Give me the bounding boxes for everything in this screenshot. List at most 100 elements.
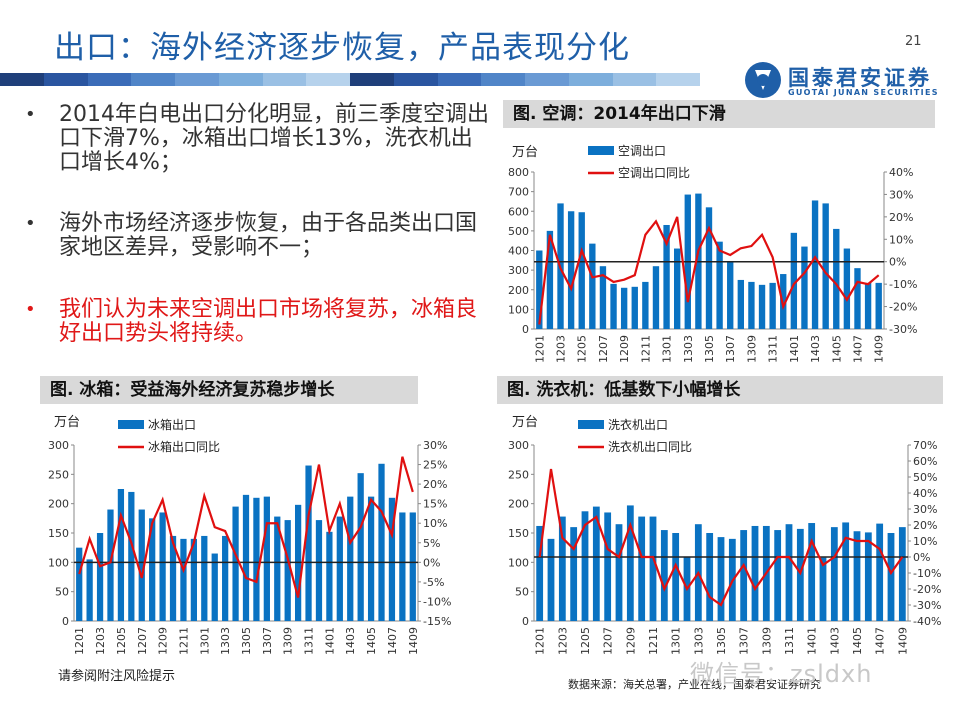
right-tick-label: 10% (889, 233, 913, 246)
bar-1204 (570, 527, 578, 621)
bar-1212 (652, 266, 660, 329)
bar-1209 (159, 512, 166, 621)
bar-1202 (86, 559, 93, 621)
bar-1408 (887, 533, 895, 621)
left-tick-label: 100 (48, 556, 69, 569)
bar-1211 (649, 516, 657, 621)
x-tick-label: 1201 (534, 627, 547, 655)
bar-1309 (748, 281, 755, 329)
x-tick-label: 1409 (407, 627, 420, 655)
bar-1202 (546, 230, 554, 329)
header-strip-segment (568, 73, 613, 86)
bar-1309 (284, 520, 291, 621)
chart-title: 图. 冰箱：受益海外经济复苏稳步增长 (40, 376, 418, 404)
header-color-strip (0, 73, 700, 86)
left-tick-label: 0 (522, 615, 529, 628)
bar-1206 (589, 243, 596, 329)
x-tick-label: 1403 (828, 627, 841, 655)
bar-1406 (864, 532, 872, 621)
bar-1201 (76, 547, 83, 621)
page-number: 21 (905, 34, 922, 49)
bar-1311 (305, 465, 312, 621)
x-tick-label: 1407 (874, 627, 887, 655)
x-tick-label: 1207 (136, 627, 149, 655)
bar-1209 (626, 505, 634, 621)
left-tick-label: 500 (508, 225, 529, 238)
bar-1404 (822, 203, 829, 329)
bar-1205 (581, 511, 589, 621)
bar-1403 (830, 527, 838, 621)
x-tick-label: 1405 (830, 335, 843, 363)
bar-1308 (274, 516, 281, 621)
header-strip-segment (525, 73, 569, 86)
bar-1202 (547, 538, 555, 621)
x-tick-label: 1403 (809, 335, 822, 363)
left-tick-label: 300 (508, 439, 529, 452)
right-tick-label: -20% (889, 301, 917, 314)
left-tick-label: 600 (508, 205, 529, 218)
left-tick-label: 250 (508, 468, 529, 481)
yoy-series-line (538, 216, 880, 325)
logo-english-name: GUOTAI JUNAN SECURITIES (788, 88, 939, 97)
right-tick-label: -10% (889, 278, 917, 291)
bar-1301 (672, 533, 680, 621)
x-tick-label: 1203 (94, 627, 107, 655)
bullet-text: 2014年白电出口分化明显，前三季度空调出口下滑7%，冰箱出口增长13%，洗衣机… (59, 102, 489, 175)
chart-washer: 图. 洗衣机：低基数下小幅增长 (497, 376, 943, 404)
legend-bar-label: 冰箱出口 (148, 417, 196, 432)
bar-1402 (819, 557, 827, 621)
yoy-series-line (78, 456, 414, 598)
bar-1203 (96, 533, 104, 621)
bar-1408 (399, 512, 406, 621)
left-tick-label: 250 (48, 468, 69, 481)
right-tick-label: 20% (423, 478, 447, 491)
legend-line-label: 空调出口同比 (618, 166, 690, 180)
left-tick-label: 50 (515, 586, 529, 599)
bar-1405 (833, 228, 840, 329)
legend-bar-label: 洗衣机出口 (608, 417, 668, 432)
bar-1211 (180, 538, 187, 621)
bar-1403 (811, 200, 819, 329)
right-tick-label: 20% (889, 211, 913, 224)
right-tick-label: 30% (913, 503, 937, 516)
bar-1308 (737, 279, 744, 329)
bar-1311 (785, 524, 793, 621)
right-tick-label: 0% (423, 556, 440, 569)
left-tick-label: 150 (508, 527, 529, 540)
x-tick-label: 1301 (670, 627, 683, 655)
left-tick-label: 150 (48, 527, 69, 540)
bar-1301 (663, 224, 670, 329)
bar-1401 (808, 523, 816, 621)
bar-1406 (843, 248, 851, 329)
x-tick-label: 1303 (692, 627, 705, 655)
x-tick-label: 1401 (788, 335, 801, 363)
x-tick-label: 1407 (386, 627, 399, 655)
bar-1310 (774, 530, 782, 621)
left-tick-label: 300 (48, 439, 69, 452)
bar-1210 (169, 535, 177, 621)
bar-1409 (409, 512, 416, 621)
right-tick-label: 10% (913, 535, 937, 548)
x-tick-label: 1209 (624, 627, 637, 655)
bar-1206 (128, 491, 135, 621)
left-tick-label: 0 (522, 323, 529, 336)
left-tick-label: 100 (508, 556, 529, 569)
right-tick-label: 5% (423, 537, 440, 550)
bar-1208 (610, 283, 617, 329)
right-tick-label: -30% (913, 599, 941, 612)
bar-1306 (253, 497, 260, 621)
right-tick-label: 15% (423, 498, 447, 511)
bar-1210 (631, 286, 638, 329)
bar-1210 (638, 516, 646, 621)
x-tick-label: 1203 (556, 627, 569, 655)
x-tick-label: 1307 (261, 627, 274, 655)
bar-1302 (674, 248, 681, 329)
header-strip-segment (656, 73, 700, 86)
bar-1305 (242, 494, 250, 621)
chart-title: 图. 空调：2014年出口下滑 (503, 100, 935, 128)
chart-fridge: 图. 冰箱：受益海外经济复苏稳步增长 (40, 376, 418, 404)
header-strip-segment (262, 73, 307, 86)
right-tick-label: 20% (913, 519, 937, 532)
header-strip-segment (43, 73, 88, 86)
